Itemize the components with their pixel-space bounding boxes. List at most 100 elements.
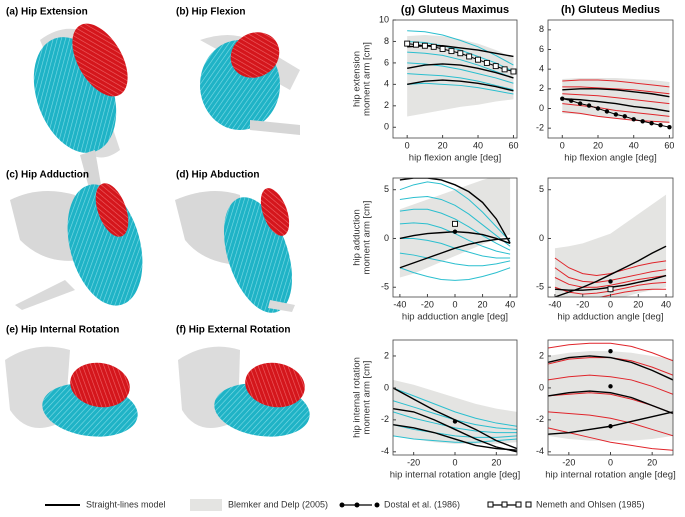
y-axis-label: hip internal rotation xyxy=(352,357,363,438)
y-tick-label: 0 xyxy=(384,233,389,243)
panel-label: (e) Hip Internal Rotation xyxy=(6,325,119,336)
marker-square xyxy=(413,41,419,48)
marker-square xyxy=(475,56,481,63)
panel-d: (d) Hip Abduction xyxy=(175,170,295,313)
marker-dot xyxy=(586,103,592,108)
x-tick-label: 40 xyxy=(505,299,515,309)
y-tick-label: -2 xyxy=(536,123,544,133)
axes-frame xyxy=(547,19,674,139)
curve xyxy=(407,40,514,72)
legend-dot xyxy=(339,502,345,508)
y-tick-label: 0 xyxy=(384,382,389,392)
x-tick-label: -20 xyxy=(407,457,420,467)
muscle-red xyxy=(260,188,290,236)
marker-dot xyxy=(608,279,613,284)
curve xyxy=(407,62,514,84)
marker-dot xyxy=(631,117,636,122)
y-axis-label: hip extension xyxy=(352,51,363,107)
panel-label: (b) Hip Flexion xyxy=(176,7,245,18)
x-tick-label: -40 xyxy=(548,299,561,309)
muscle-red xyxy=(245,362,305,408)
curve xyxy=(407,82,514,95)
x-tick-label: 0 xyxy=(608,299,613,309)
curve xyxy=(548,411,673,437)
panel-label: (c) Hip Adduction xyxy=(6,170,89,181)
femur xyxy=(268,300,295,312)
y-tick-label: 6 xyxy=(539,44,544,54)
curve xyxy=(393,411,517,434)
chart: -40 -20 0 20 40 -5 0 5 hip adduction angle [deg]… xyxy=(352,177,518,323)
marker-dot xyxy=(658,123,663,128)
curve xyxy=(562,88,670,98)
plot-area xyxy=(404,30,517,117)
curve xyxy=(407,51,514,79)
x-tick-label: 20 xyxy=(633,299,643,309)
plot-area xyxy=(554,194,667,297)
panel-e: (e) Hip Internal Rotation xyxy=(5,325,138,437)
x-tick-label: 20 xyxy=(478,299,488,309)
panel-label: (f) Hip External Rotation xyxy=(176,325,290,336)
marker-dot xyxy=(577,101,583,106)
y-tick-label: 5 xyxy=(539,184,544,194)
y-tick-label: 10 xyxy=(379,14,389,24)
panel-label: (d) Hip Abduction xyxy=(176,170,260,181)
marker-square xyxy=(430,43,437,50)
curve xyxy=(399,252,511,267)
marker-dot xyxy=(608,348,613,354)
muscle-red xyxy=(70,362,130,408)
y-axis-label: hip adduction xyxy=(352,209,363,266)
panel-b: (b) Hip Flexion xyxy=(176,7,300,135)
y-tick-label: 2 xyxy=(384,100,389,110)
marker-dot xyxy=(452,229,458,234)
legend-label: Nemeth and Ohlsen (1985) xyxy=(536,499,645,509)
curve xyxy=(407,63,514,79)
curve xyxy=(562,93,670,105)
y-tick-label: 6 xyxy=(384,57,389,67)
y-tick-label: 8 xyxy=(539,24,544,34)
y-axis-label: moment arm [cm] xyxy=(362,42,373,116)
y-tick-label: -2 xyxy=(536,414,544,424)
curve xyxy=(407,73,514,91)
y-tick-label: 4 xyxy=(539,64,544,74)
legend-dot xyxy=(354,502,360,508)
axes-frame xyxy=(392,19,518,139)
panel-f: (f) Hip External Rotation xyxy=(176,325,310,437)
legend-label: Blemker and Delp (2005) xyxy=(228,499,328,509)
chart: -40 -20 0 20 40 -5 0 5 hip adduction angle [deg] xyxy=(536,177,674,323)
x-tick-label: -20 xyxy=(562,457,575,467)
legend-square xyxy=(501,501,508,508)
muscle-red xyxy=(72,23,128,97)
x-axis-label: hip internal rotation angle [deg] xyxy=(390,470,520,481)
y-tick-label: -4 xyxy=(381,446,389,456)
curve xyxy=(562,79,670,88)
y-tick-label: -4 xyxy=(536,446,544,456)
marker-square xyxy=(452,220,458,227)
x-tick-label: 60 xyxy=(508,140,518,150)
y-tick-label: 2 xyxy=(384,350,389,360)
y-axis-label: moment arm [cm] xyxy=(362,361,373,435)
bone xyxy=(10,191,80,261)
curve xyxy=(399,267,511,281)
y-tick-label: -5 xyxy=(536,282,544,292)
marker-dot xyxy=(595,106,601,111)
legend-label: Dostal et al. (1986) xyxy=(384,499,460,509)
curve xyxy=(399,196,511,247)
curve xyxy=(548,390,673,415)
marker-square xyxy=(421,42,428,49)
legend-band xyxy=(190,499,222,511)
x-axis-label: hip adduction angle [deg] xyxy=(557,312,663,323)
legend-label: Straight-lines model xyxy=(86,499,166,509)
chart: 0 20 40 60 0 2 4 6 8 10 (g) Gluteus Maximus hip fle… xyxy=(352,4,519,164)
x-axis-label: hip flexion angle [deg] xyxy=(409,153,501,164)
marker-dot xyxy=(608,384,613,389)
curve xyxy=(393,407,517,453)
plot-area xyxy=(393,379,517,453)
y-tick-label: 8 xyxy=(384,36,389,46)
x-tick-label: 20 xyxy=(438,140,448,150)
femur xyxy=(15,280,75,310)
y-tick-label: 2 xyxy=(539,83,544,93)
muscle-red xyxy=(95,183,129,237)
x-tick-label: 0 xyxy=(608,457,613,467)
